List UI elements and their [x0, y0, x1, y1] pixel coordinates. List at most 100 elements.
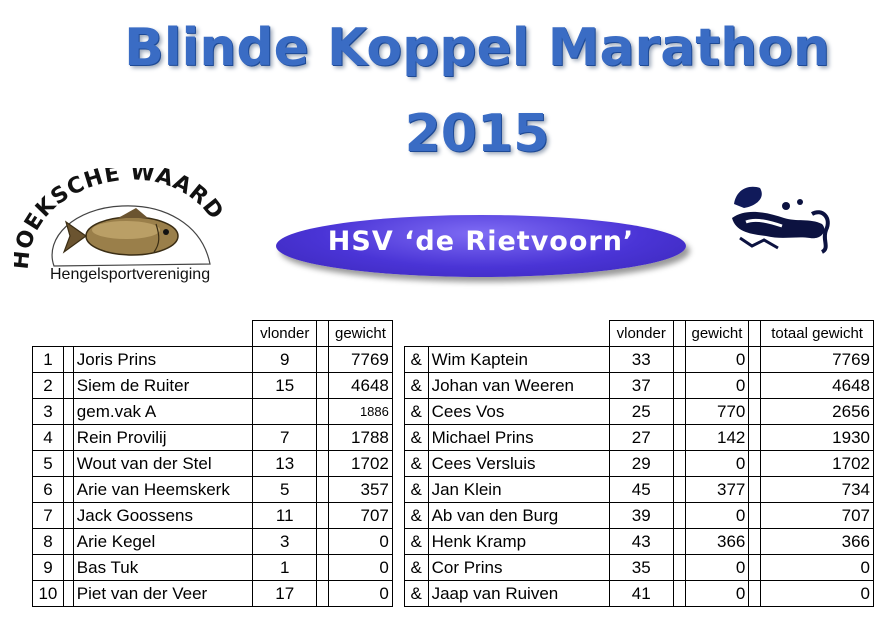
header-vlonder-2: vlonder	[608, 320, 674, 347]
spacer-cell	[391, 424, 405, 451]
totaal-gewicht: 0	[760, 580, 874, 607]
spacer-cell	[316, 502, 330, 529]
spacer-cell	[748, 372, 762, 399]
spacer-cell	[316, 372, 330, 399]
pair-ampersand: &	[404, 398, 429, 425]
spacer-cell	[316, 450, 330, 477]
position-cell: 1	[32, 346, 64, 373]
table-row: 5 Wout van der Stel 13 1702 & Cees Versluis 29…	[32, 450, 874, 477]
angler-2-gewicht: 0	[684, 372, 750, 399]
angler-2-vlonder: 45	[608, 476, 674, 503]
pair-ampersand: &	[404, 424, 429, 451]
angler-2-gewicht: 366	[684, 528, 750, 555]
totaal-gewicht: 7769	[760, 346, 874, 373]
table-row: 10 Piet van der Veer 17 0 & Jaap van Ruiven 41…	[32, 580, 874, 607]
angler-1-gewicht: 0	[328, 580, 393, 607]
spacer-cell	[748, 424, 762, 451]
pair-ampersand: &	[404, 372, 429, 399]
header-gewicht-2: gewicht	[684, 320, 750, 347]
position-cell: 7	[32, 502, 64, 529]
spacer-cell	[391, 502, 405, 529]
angler-1-name: Arie Kegel	[72, 528, 254, 555]
spacer-cell	[748, 502, 762, 529]
spacer-cell	[748, 580, 762, 607]
angler-2-name: Cees Versluis	[427, 450, 610, 477]
angler-2-name: Cor Prins	[427, 554, 610, 581]
angler-1-name: gem.vak A	[72, 398, 254, 425]
angler-1-vlonder: 17	[252, 580, 318, 607]
angler-1-vlonder: 7	[252, 424, 318, 451]
hoeksche-waard-logo: HOEKSCHE WAARD	[14, 168, 227, 270]
position-cell: 5	[32, 450, 64, 477]
angler-2-vlonder: 29	[608, 450, 674, 477]
angler-2-gewicht: 0	[684, 580, 750, 607]
angler-2-vlonder: 41	[608, 580, 674, 607]
spacer-cell	[316, 528, 330, 555]
spacer-cell	[672, 372, 686, 399]
angler-1-vlonder	[252, 398, 318, 425]
spacer-cell	[62, 528, 74, 555]
spacer-cell	[748, 398, 762, 425]
spacer-cell	[316, 476, 330, 503]
spacer-cell	[672, 528, 686, 555]
angler-2-vlonder: 27	[608, 424, 674, 451]
angler-1-vlonder: 5	[252, 476, 318, 503]
angler-1-name: Rein Provilij	[72, 424, 254, 451]
spacer-cell	[672, 424, 686, 451]
pair-ampersand: &	[404, 580, 429, 607]
table-row: 2 Siem de Ruiter 15 4648 & Johan van Weeren 37…	[32, 372, 874, 399]
angler-1-gewicht: 1702	[328, 450, 393, 477]
angler-2-name: Michael Prins	[427, 424, 610, 451]
angler-2-name: Jaap van Ruiven	[427, 580, 610, 607]
pair-ampersand: &	[404, 554, 429, 581]
fish-icon	[62, 208, 179, 256]
angler-2-gewicht: 0	[684, 346, 750, 373]
position-cell: 2	[32, 372, 64, 399]
angler-1-gewicht: 357	[328, 476, 393, 503]
angler-2-name: Wim Kaptein	[427, 346, 610, 373]
table-row: 3 gem.vak A 1886 & Cees Vos 25 770 2656	[32, 398, 874, 425]
spacer-cell	[672, 502, 686, 529]
angler-1-name: Joris Prins	[72, 346, 254, 373]
club-oval-badge	[276, 215, 686, 277]
totaal-gewicht: 4648	[760, 372, 874, 399]
angler-2-gewicht: 770	[684, 398, 750, 425]
totaal-gewicht: 0	[760, 554, 874, 581]
position-cell: 8	[32, 528, 64, 555]
angler-1-vlonder: 13	[252, 450, 318, 477]
spacer-cell	[391, 476, 405, 503]
angler-2-name: Jan Klein	[427, 476, 610, 503]
pair-ampersand: &	[404, 476, 429, 503]
pair-ampersand: &	[404, 502, 429, 529]
angler-1-gewicht: 0	[328, 528, 393, 555]
table-row: 1 Joris Prins 9 7769 & Wim Kaptein 33 0 7769	[32, 346, 874, 373]
table-header-row: vlonder gewicht vlonder gewicht totaal g…	[33, 320, 874, 347]
angler-1-name: Piet van der Veer	[72, 580, 254, 607]
spacer-cell	[391, 554, 405, 581]
angler-2-vlonder: 39	[608, 502, 674, 529]
angler-1-name: Jack Goossens	[72, 502, 254, 529]
spacer-cell	[748, 528, 762, 555]
angler-2-vlonder: 35	[608, 554, 674, 581]
angler-1-gewicht: 707	[328, 502, 393, 529]
spacer-cell	[748, 450, 762, 477]
spacer-cell	[391, 450, 405, 477]
angler-1-name: Wout van der Stel	[72, 450, 254, 477]
spacer-cell	[391, 528, 405, 555]
position-cell: 6	[32, 476, 64, 503]
angler-1-vlonder: 9	[252, 346, 318, 373]
spacer-cell	[316, 424, 330, 451]
position-cell: 4	[32, 424, 64, 451]
angler-2-name: Ab van den Burg	[427, 502, 610, 529]
angler-2-gewicht: 142	[684, 424, 750, 451]
spacer-cell	[391, 580, 405, 607]
spacer-cell	[316, 346, 330, 373]
angler-2-gewicht: 0	[684, 502, 750, 529]
angler-2-vlonder: 33	[608, 346, 674, 373]
spacer-cell	[62, 502, 74, 529]
header-gewicht-1: gewicht	[328, 320, 393, 347]
spacer-cell	[316, 554, 330, 581]
title-line-2: 2015	[404, 104, 550, 164]
spacer-cell	[62, 554, 74, 581]
angler-1-gewicht: 1788	[328, 424, 393, 451]
